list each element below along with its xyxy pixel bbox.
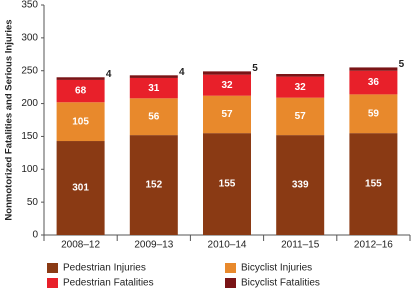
bar-segment [203, 95, 251, 134]
value-label: 32 [221, 80, 233, 91]
bar-segment [56, 79, 105, 103]
value-label: 5 [399, 59, 405, 70]
bar-segment [349, 70, 398, 95]
value-label: 68 [75, 86, 87, 97]
bar-segment [129, 98, 178, 136]
value-label: 32 [295, 82, 307, 93]
legend-label: Pedestrian Fatalities [63, 278, 154, 289]
bar-segment [276, 74, 325, 77]
bar-segment [276, 76, 325, 98]
y-tick-label: 300 [21, 32, 38, 43]
y-tick-label: 250 [21, 65, 38, 76]
bar-segment [203, 71, 251, 75]
y-tick-label: 50 [27, 197, 39, 208]
y-tick-label: 200 [21, 98, 38, 109]
bar-segment [129, 77, 178, 99]
bar-segment [276, 97, 325, 136]
value-label: 155 [365, 179, 382, 190]
legend-swatch [225, 278, 236, 288]
value-label: 152 [145, 180, 162, 191]
legend-swatch [225, 263, 236, 273]
value-label: 4 [179, 67, 185, 78]
bar-segment [203, 74, 251, 96]
value-label: 36 [368, 77, 380, 88]
legend-label: Pedestrian Injuries [63, 263, 146, 274]
y-axis-title: Nonmotorized Fatalities and Serious Inju… [4, 19, 15, 220]
bar-segment [349, 67, 398, 71]
value-label: 339 [292, 180, 309, 191]
bar-segment [129, 135, 178, 235]
y-tick-label: 350 [21, 0, 38, 11]
x-tick-label: 2010–14 [208, 240, 247, 251]
bar-segment [349, 94, 398, 134]
value-label: 59 [368, 108, 380, 119]
x-tick-label: 2012–16 [354, 240, 393, 251]
bar-segment [56, 77, 105, 80]
value-label: 56 [148, 111, 160, 122]
legend-label: Bicyclist Injuries [241, 263, 312, 274]
value-label: 57 [295, 111, 307, 122]
value-label: 31 [148, 83, 160, 94]
bar-segment [349, 133, 398, 235]
legend-swatch [47, 278, 58, 288]
value-label: 5 [252, 63, 258, 74]
value-label: 105 [72, 116, 89, 127]
x-tick-label: 2008–12 [61, 240, 100, 251]
value-label: 155 [219, 179, 236, 190]
value-label: 301 [72, 183, 89, 194]
y-tick-label: 100 [21, 164, 38, 175]
x-tick-label: 2011–15 [281, 240, 320, 251]
bar-segment [56, 141, 105, 235]
value-label: 4 [106, 69, 112, 80]
x-tick-label: 2009–13 [134, 240, 173, 251]
y-tick-label: 150 [21, 131, 38, 142]
value-label: 57 [221, 109, 233, 120]
bar-segment [276, 135, 325, 235]
y-tick-label: 0 [32, 230, 38, 241]
bar-segment [56, 102, 105, 142]
legend-label: Bicyclist Fatalities [241, 278, 320, 289]
bar-segment [129, 75, 178, 78]
legend-swatch [47, 263, 58, 273]
bar-segment [203, 133, 251, 235]
